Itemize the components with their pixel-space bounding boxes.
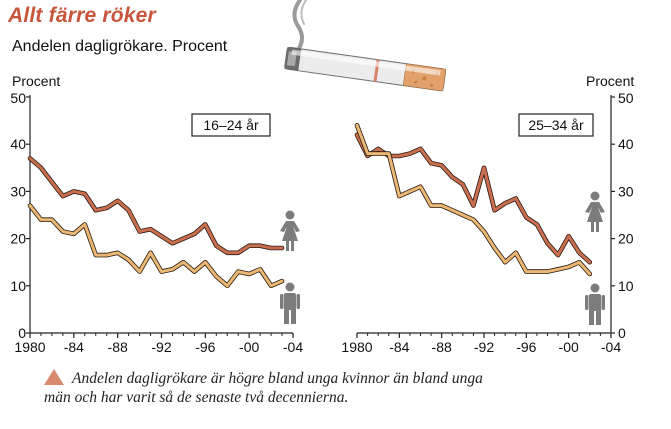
chart-caption: Andelen dagligrökare är högre bland unga…	[44, 369, 504, 407]
y-ticks-right: 0 10 20 30 40 50	[611, 90, 634, 341]
series-outline-women	[27, 156, 285, 256]
y-tick-label: 20	[618, 231, 634, 247]
y-tick-label: 0	[618, 325, 626, 341]
x-ticks-left: 1980 -84 -88 -92 -96 -00 -04	[14, 333, 303, 355]
x-tick-label: -84	[64, 339, 84, 355]
age-label-right: 25–34 år	[528, 117, 584, 133]
panel-25-34: Procent 0 10 20 30 40 50 1980 -84 -88 -92 -96 -00 -…	[341, 73, 634, 355]
x-tick-label: -04	[283, 339, 303, 355]
x-tick-label: -92	[474, 339, 494, 355]
male-icon	[585, 283, 605, 325]
y-tick-label: 50	[10, 90, 26, 106]
age-label-box-left	[191, 113, 271, 137]
y-tick-label: 10	[10, 278, 26, 294]
age-label-left: 16–24 år	[203, 117, 259, 133]
series-lines-left	[27, 156, 285, 289]
x-tick-label: -88	[432, 339, 452, 355]
series-line-men	[28, 204, 284, 288]
x-tick-label: 1980	[341, 339, 372, 355]
cigarette-illustration	[284, 0, 447, 92]
y-tick-label: 30	[618, 183, 634, 199]
chart-subtitle: Andelen dagligrökare. Procent	[12, 38, 228, 55]
male-icon	[280, 282, 300, 324]
series-lines-right	[354, 123, 593, 277]
x-tick-label: -92	[151, 339, 171, 355]
ylabel-left: Procent	[12, 73, 60, 89]
series-line-men	[355, 123, 592, 276]
y-tick-label: 10	[618, 278, 634, 294]
chart-title: Allt färre röker	[8, 4, 156, 27]
x-tick-label: -00	[239, 339, 259, 355]
y-tick-label: 40	[10, 136, 26, 152]
x-tick-label: -84	[389, 339, 409, 355]
series-outline-women	[354, 132, 593, 265]
female-icon	[585, 191, 605, 232]
x-tick-label: -96	[195, 339, 215, 355]
panel-16-24: Procent 0 10 20 30 40 50 1980 -84 -88 -92 -96 -00 -…	[10, 73, 303, 355]
series-line-women	[28, 156, 284, 255]
caption-text: Andelen dagligrökare är högre bland unga…	[44, 370, 483, 406]
triangle-icon	[44, 369, 64, 385]
x-tick-label: -88	[108, 339, 128, 355]
x-tick-label: -00	[559, 339, 579, 355]
y-tick-label: 20	[10, 231, 26, 247]
y-ticks-left: 0 10 20 30 40 50	[10, 90, 30, 341]
female-icon	[280, 210, 300, 251]
ylabel-right: Procent	[586, 73, 634, 89]
x-tick-label: -04	[601, 339, 621, 355]
x-ticks-right: 1980 -84 -88 -92 -96 -00 -04	[341, 333, 621, 355]
y-tick-label: 40	[618, 136, 634, 152]
y-tick-label: 30	[10, 183, 26, 199]
y-tick-label: 50	[618, 90, 634, 106]
x-tick-label: -96	[516, 339, 536, 355]
gender-icons	[280, 191, 605, 325]
series-line-women	[355, 133, 592, 264]
x-tick-label: 1980	[14, 339, 45, 355]
age-label-box-right	[518, 113, 594, 137]
y-tick-label: 0	[18, 325, 26, 341]
